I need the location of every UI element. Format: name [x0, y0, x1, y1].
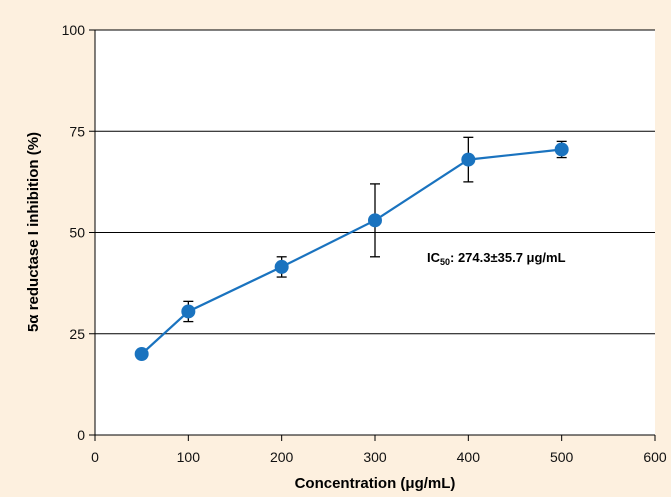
y-tick-label-50: 50 — [69, 225, 85, 241]
data-point-500 — [554, 142, 569, 157]
x-tick-labels: 0 100 200 300 400 500 600 — [91, 449, 667, 465]
x-tick-label-500: 500 — [550, 449, 574, 465]
axes — [89, 29, 656, 441]
y-axis-title: 5α reductase I inhibition (%) — [25, 132, 42, 332]
series-line — [140, 148, 562, 355]
ic50-subscript: 50 — [440, 257, 450, 267]
data-point-100 — [181, 304, 196, 319]
ic50-prefix: IC — [427, 250, 441, 265]
data-series — [134, 136, 569, 361]
x-tick-label-0: 0 — [91, 449, 99, 465]
x-axis-title: Concentration (μg/mL) — [295, 475, 456, 492]
data-point-50 — [134, 347, 149, 361]
x-tick-label-100: 100 — [177, 449, 201, 465]
ic50-value: : 274.3±35.7 μg/mL — [450, 250, 566, 265]
x-tick-label-300: 300 — [363, 449, 387, 465]
y-tick-labels: 0 25 50 75 100 — [62, 22, 86, 443]
data-point-200 — [274, 259, 289, 274]
y-tick-label-25: 25 — [69, 326, 85, 342]
ic50-annotation: IC50: 274.3±35.7 μg/mL — [427, 250, 566, 267]
x-tick-label-400: 400 — [457, 449, 481, 465]
data-point-300 — [368, 213, 382, 228]
y-tick-label-0: 0 — [77, 427, 85, 443]
x-tick-label-200: 200 — [270, 449, 294, 465]
y-tick-label-75: 75 — [69, 123, 85, 139]
x-tick-label-600: 600 — [643, 449, 667, 465]
y-tick-label-100: 100 — [62, 22, 86, 38]
data-point-400 — [461, 152, 476, 167]
